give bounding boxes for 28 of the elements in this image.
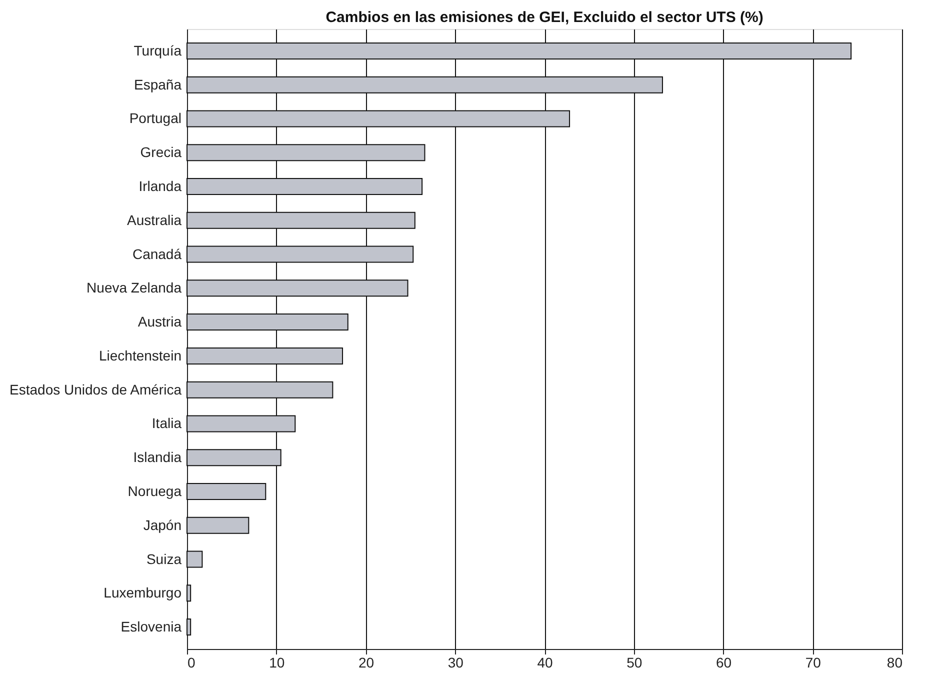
x-tick-label: 0 — [188, 654, 196, 670]
y-tick-label: Portugal — [129, 110, 182, 126]
y-tick-label: Luxemburgo — [104, 584, 182, 601]
x-tick-label: 30 — [448, 654, 464, 670]
y-tick-label: Austria — [138, 314, 182, 330]
y-tick-label: Canadá — [132, 246, 182, 262]
x-tick-label: 60 — [716, 654, 732, 670]
y-tick-label: Liechtenstein — [98, 347, 182, 364]
y-tick-label: Australia — [127, 212, 182, 228]
y-tick-label: Grecia — [140, 144, 182, 160]
y-tick-label: Estados Unidos de América — [10, 381, 182, 398]
y-tick-label: Italia — [152, 415, 182, 432]
y-tick-label: Islandia — [133, 449, 182, 466]
chart-title: Cambios en las emisiones de GEI, Excluido el sector UTS (%) — [326, 9, 764, 26]
x-tick-label: 70 — [805, 654, 822, 670]
y-tick-label: Japón — [143, 516, 182, 533]
y-tick-label: Suiza — [146, 550, 182, 567]
y-tick-label: Nueva Zelanda — [86, 280, 182, 296]
y-tick-label: Irlanda — [138, 178, 182, 194]
x-tick-label: 50 — [626, 654, 642, 670]
y-tick-label: España — [134, 76, 182, 92]
x-tick-label: 40 — [537, 654, 553, 670]
y-tick-label: Turquía — [134, 42, 182, 58]
x-tick-label: 10 — [269, 654, 285, 670]
y-tick-label: Noruega — [128, 483, 182, 499]
x-tick-label: 80 — [886, 654, 903, 670]
x-tick-label: 20 — [358, 654, 374, 670]
y-tick-label: Eslovenia — [120, 618, 182, 635]
